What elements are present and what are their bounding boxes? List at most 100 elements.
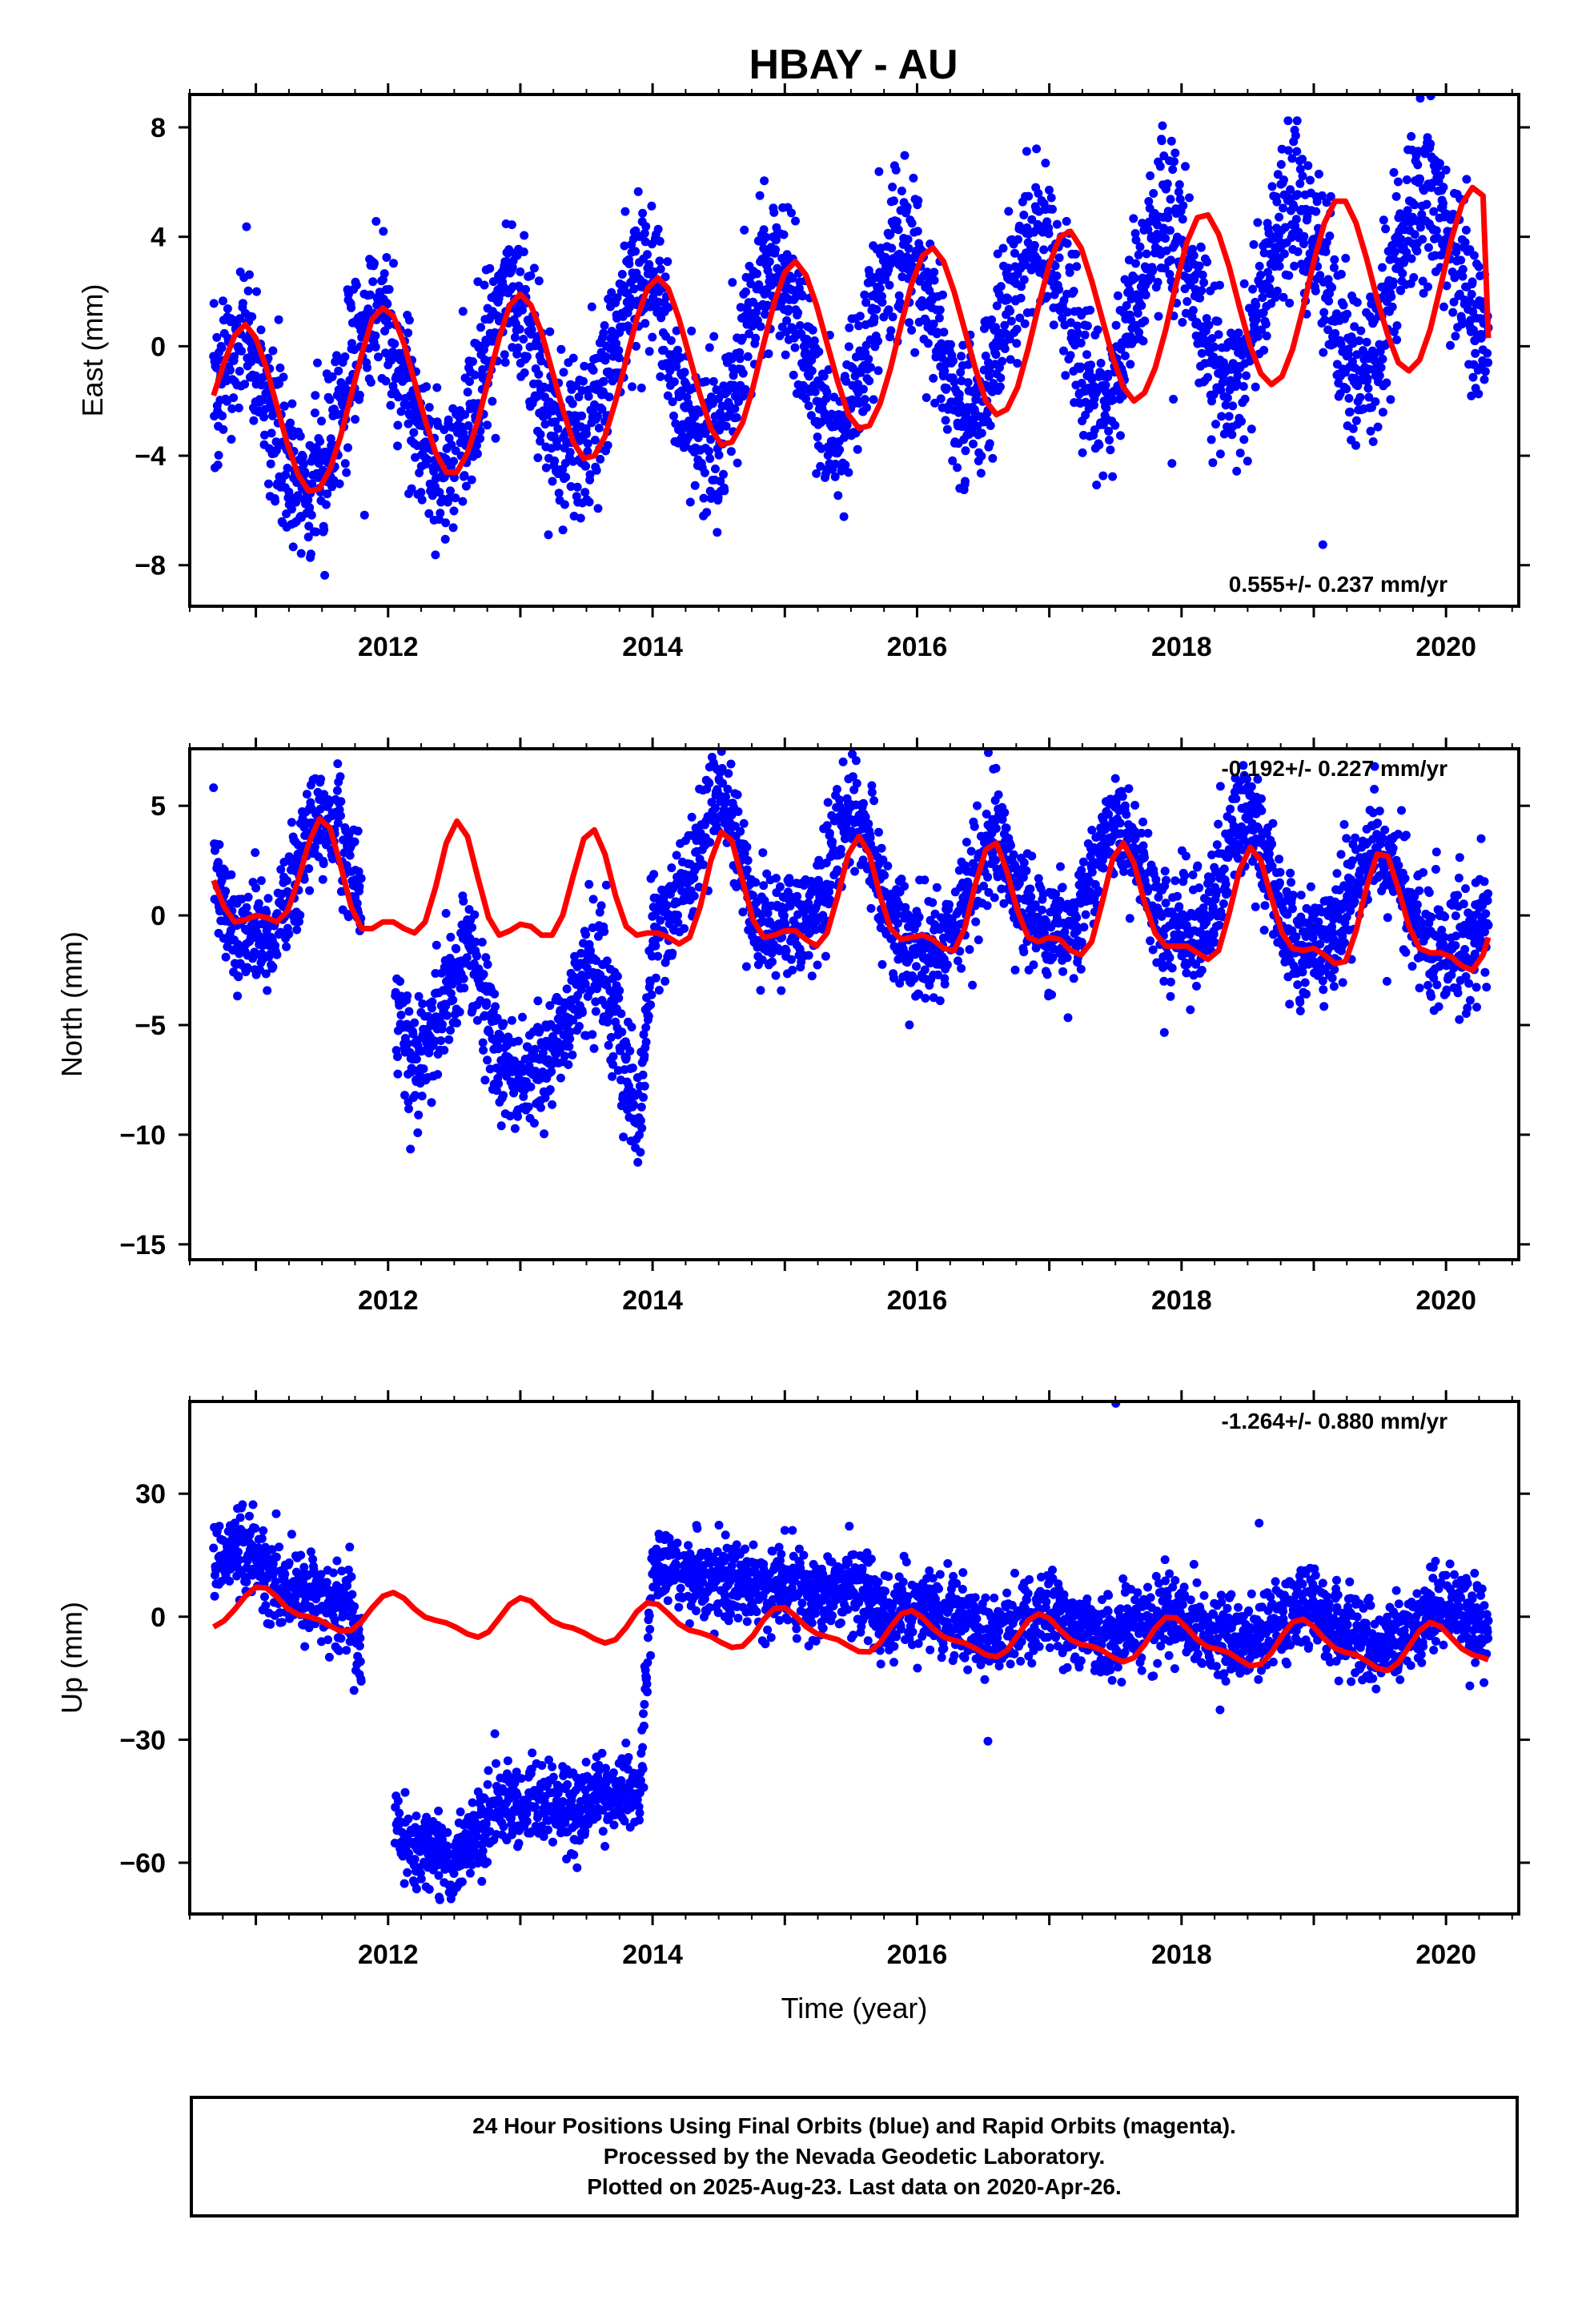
east-data-point bbox=[458, 307, 468, 316]
east-data-point bbox=[1122, 301, 1131, 310]
east-data-point bbox=[247, 357, 256, 367]
east-data-point bbox=[949, 356, 958, 365]
east-data-point bbox=[1471, 348, 1480, 358]
east-data-point bbox=[279, 401, 289, 411]
east-data-point bbox=[311, 391, 320, 400]
east-data-point bbox=[1311, 207, 1321, 216]
east-data-point bbox=[1059, 346, 1068, 356]
north-data-point bbox=[596, 901, 606, 911]
north-data-point bbox=[410, 1018, 420, 1027]
east-data-point bbox=[1160, 263, 1170, 273]
north-data-point bbox=[942, 960, 952, 970]
east-data-point bbox=[1439, 183, 1448, 192]
east-data-point bbox=[552, 441, 562, 451]
east-data-point bbox=[588, 365, 598, 375]
east-data-point bbox=[633, 187, 643, 196]
east-data-point bbox=[1265, 274, 1275, 283]
east-data-point bbox=[323, 489, 332, 499]
east-data-point bbox=[1110, 420, 1120, 430]
east-data-point bbox=[568, 353, 578, 363]
east-data-point bbox=[500, 358, 510, 367]
north-data-point bbox=[580, 979, 590, 989]
east-data-point bbox=[655, 256, 665, 266]
north-data-point bbox=[519, 1092, 528, 1101]
east-data-point bbox=[1054, 285, 1064, 294]
east-data-point bbox=[249, 416, 259, 425]
east-data-point bbox=[1261, 320, 1271, 329]
east-data-point bbox=[955, 400, 965, 410]
east-data-point bbox=[620, 207, 630, 216]
east-data-points bbox=[209, 94, 1493, 580]
east-data-point bbox=[614, 346, 624, 356]
east-y-tick-label: −8 bbox=[135, 551, 166, 581]
east-data-point bbox=[260, 430, 269, 440]
east-data-point bbox=[416, 488, 426, 497]
east-data-point bbox=[226, 365, 235, 375]
east-data-point bbox=[877, 298, 887, 307]
east-data-point bbox=[699, 493, 709, 503]
east-data-point bbox=[1449, 297, 1459, 307]
east-data-point bbox=[463, 388, 472, 397]
east-data-point bbox=[585, 470, 595, 480]
east-data-point bbox=[1343, 350, 1353, 360]
east-data-point bbox=[989, 379, 998, 388]
east-data-point bbox=[907, 325, 917, 335]
east-data-point bbox=[460, 471, 469, 480]
east-data-point bbox=[379, 227, 388, 236]
east-data-point bbox=[751, 333, 761, 343]
east-data-point bbox=[422, 382, 432, 392]
east-data-point bbox=[1469, 325, 1478, 335]
east-data-point bbox=[242, 222, 251, 231]
east-data-point bbox=[1324, 296, 1334, 306]
north-data-point bbox=[548, 1100, 557, 1109]
north-data-point bbox=[788, 965, 797, 975]
north-data-point bbox=[825, 895, 835, 905]
north-data-point bbox=[793, 891, 802, 901]
east-data-point bbox=[902, 203, 912, 211]
east-data-point bbox=[603, 440, 612, 450]
east-data-point bbox=[1378, 408, 1387, 417]
north-data-point bbox=[459, 896, 468, 906]
east-data-point bbox=[1423, 243, 1433, 252]
east-data-point bbox=[991, 350, 1001, 360]
east-data-point bbox=[1435, 159, 1444, 168]
north-data-point bbox=[254, 899, 263, 908]
east-data-point bbox=[904, 243, 913, 253]
north-data-point bbox=[393, 1069, 403, 1079]
east-data-point bbox=[992, 301, 1002, 311]
east-data-point bbox=[271, 497, 280, 506]
north-data-point bbox=[889, 974, 898, 983]
east-data-point bbox=[753, 269, 761, 279]
north-data-point bbox=[641, 1037, 651, 1047]
east-data-point bbox=[1253, 332, 1263, 341]
north-data-point bbox=[637, 1124, 647, 1133]
east-data-point bbox=[964, 360, 974, 369]
east-data-point bbox=[649, 267, 659, 276]
east-data-point bbox=[291, 497, 301, 507]
east-data-point bbox=[1413, 147, 1423, 156]
east-data-point bbox=[1006, 316, 1016, 326]
east-data-point bbox=[1336, 269, 1346, 279]
north-data-point bbox=[651, 973, 661, 983]
east-data-point bbox=[1366, 426, 1375, 436]
east-data-point bbox=[500, 350, 509, 360]
east-data-point bbox=[761, 310, 769, 319]
north-data-point bbox=[897, 875, 906, 884]
north-data-point bbox=[452, 944, 461, 954]
east-data-point bbox=[534, 369, 544, 379]
north-data-point bbox=[621, 1053, 631, 1063]
east-data-point bbox=[536, 356, 546, 366]
north-data-point bbox=[529, 1119, 539, 1128]
east-data-point bbox=[1034, 189, 1043, 198]
east-data-point bbox=[1228, 401, 1238, 411]
east-data-point bbox=[798, 292, 807, 301]
east-data-point bbox=[1415, 94, 1425, 103]
east-data-point bbox=[590, 436, 600, 445]
east-data-point bbox=[1336, 340, 1346, 349]
north-data-point bbox=[825, 887, 833, 897]
north-data-point bbox=[227, 870, 236, 879]
east-data-point bbox=[1423, 282, 1432, 292]
east-data-point bbox=[1239, 279, 1249, 288]
east-data-point bbox=[1227, 430, 1237, 440]
east-data-point bbox=[1010, 248, 1019, 258]
